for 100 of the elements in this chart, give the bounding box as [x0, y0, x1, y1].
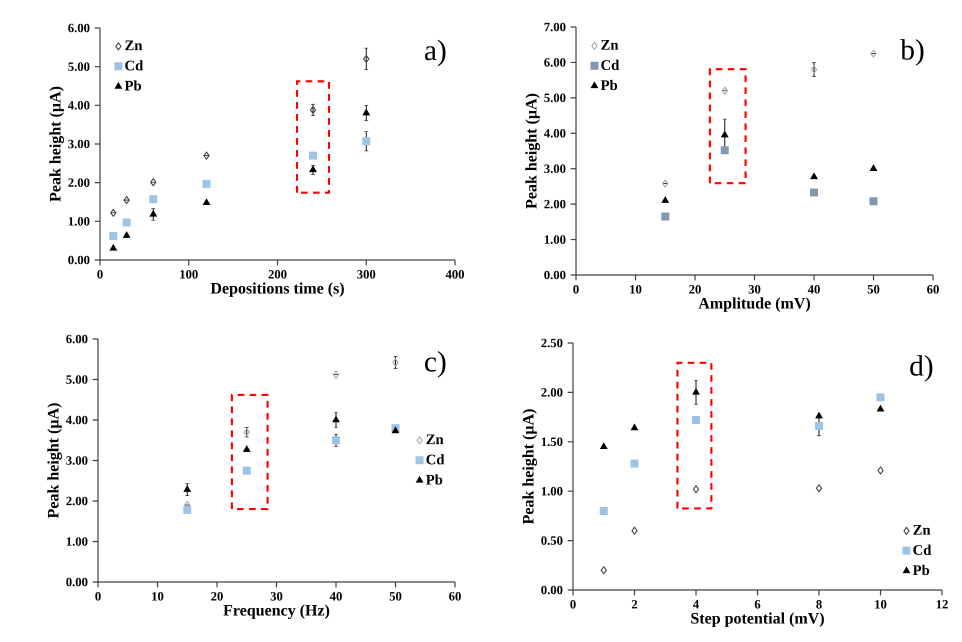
point: [109, 232, 118, 240]
point: [242, 466, 251, 475]
x-tick-label: 2: [632, 600, 638, 608]
y-tick-label: 0.50: [541, 536, 562, 545]
x-tick-label: 30: [748, 285, 760, 294]
y-axis-title: Peak height (µA): [47, 403, 62, 518]
y-tick-label: 0.00: [544, 270, 566, 280]
y-tick-label: 2.00: [66, 496, 88, 506]
legend-label: Zn: [426, 434, 444, 444]
point: [720, 146, 729, 154]
point: [816, 484, 822, 492]
x-tick-label: 60: [449, 592, 461, 601]
point: [149, 195, 158, 204]
legend-label: Pb: [912, 564, 930, 576]
x-tick-label: 60: [927, 285, 939, 294]
y-tick-label: 1.00: [544, 235, 566, 244]
point: [123, 196, 130, 204]
y-tick-label: 2.00: [68, 178, 90, 187]
point: [662, 180, 668, 188]
point: [332, 416, 340, 422]
x-tick-label: 300: [357, 270, 376, 279]
x-tick-label: 400: [446, 270, 464, 279]
y-tick-label: 3.00: [544, 164, 566, 174]
point: [243, 446, 250, 452]
legend-label: Cd: [426, 454, 444, 464]
y-tick-label: 3.00: [68, 140, 90, 148]
x-tick-label: 0: [573, 285, 579, 294]
x-tick-label: 10: [875, 600, 886, 609]
point: [876, 405, 884, 412]
point: [392, 426, 400, 434]
x-tick-label: 0: [570, 600, 576, 609]
y-tick-label: 0.00: [68, 256, 90, 264]
point: [662, 196, 669, 203]
point: [810, 188, 818, 196]
point: [600, 506, 608, 515]
point: [183, 506, 192, 514]
point: [362, 137, 370, 146]
annotation: a): [424, 40, 446, 66]
point: [150, 178, 156, 186]
point: [392, 358, 399, 366]
y-tick-label: 7.00: [544, 22, 566, 32]
point: [110, 244, 117, 251]
point: [721, 131, 728, 138]
legend-label: Pb: [600, 80, 618, 90]
y-tick-label: 2.00: [544, 200, 566, 208]
legend-label: Pb: [124, 80, 142, 91]
x-tick-label: 50: [390, 592, 402, 601]
x-axis-title: Amplitude (mV): [698, 297, 810, 312]
x-tick-label: 30: [270, 592, 282, 601]
x-tick-label: 20: [211, 592, 223, 601]
x-tick-label: 12: [936, 600, 948, 608]
point: [692, 485, 700, 494]
point: [692, 388, 700, 395]
x-tick-label: 40: [330, 592, 342, 601]
y-tick-label: 5.00: [68, 62, 90, 71]
y-tick-label: 4.00: [68, 101, 90, 110]
x-tick-label: 20: [689, 285, 701, 294]
y-tick-label: 1.00: [66, 537, 88, 546]
point: [203, 152, 210, 160]
y-tick-label: 6.00: [544, 58, 566, 67]
point: [722, 86, 728, 95]
x-axis-title: Depositions time (s): [210, 282, 344, 297]
point: [363, 54, 370, 63]
legend-label: Cd: [913, 544, 932, 555]
x-axis-title: Frequency (Hz): [223, 604, 330, 619]
y-tick-label: 4.00: [544, 128, 566, 138]
annotation: d): [910, 355, 932, 382]
point: [870, 164, 878, 171]
point: [810, 172, 818, 180]
legend-label: Cd: [601, 60, 620, 70]
point: [870, 197, 878, 206]
x-tick-label: 10: [152, 592, 164, 601]
annotation: c): [425, 351, 446, 378]
point: [692, 416, 700, 424]
legend-label: Zn: [601, 40, 618, 50]
x-axis-title: Step potential (mV): [691, 612, 824, 627]
y-tick-label: 1.00: [68, 217, 90, 226]
point: [600, 566, 607, 574]
y-tick-label: 4.00: [66, 416, 88, 424]
x-tick-label: 0: [95, 592, 101, 601]
y-tick-label: 2.50: [541, 338, 562, 348]
legend-label: Cd: [125, 60, 144, 70]
x-tick-label: 6: [754, 600, 760, 609]
point: [202, 198, 210, 206]
point: [661, 212, 670, 221]
x-tick-label: 0: [97, 270, 103, 279]
x-tick-label: 100: [180, 270, 198, 279]
y-tick-label: 1.50: [542, 437, 562, 446]
point: [309, 152, 318, 160]
point: [184, 486, 191, 492]
point: [870, 50, 877, 58]
y-axis-title: Peak height (µA): [525, 94, 540, 209]
point: [362, 109, 370, 116]
point: [810, 66, 818, 74]
x-tick-label: 40: [808, 285, 820, 294]
point: [877, 466, 884, 474]
point: [630, 460, 639, 468]
y-axis-title: Peak height (µA): [49, 86, 64, 202]
y-tick-label: 0.00: [66, 578, 88, 586]
y-tick-label: 6.00: [66, 334, 88, 344]
